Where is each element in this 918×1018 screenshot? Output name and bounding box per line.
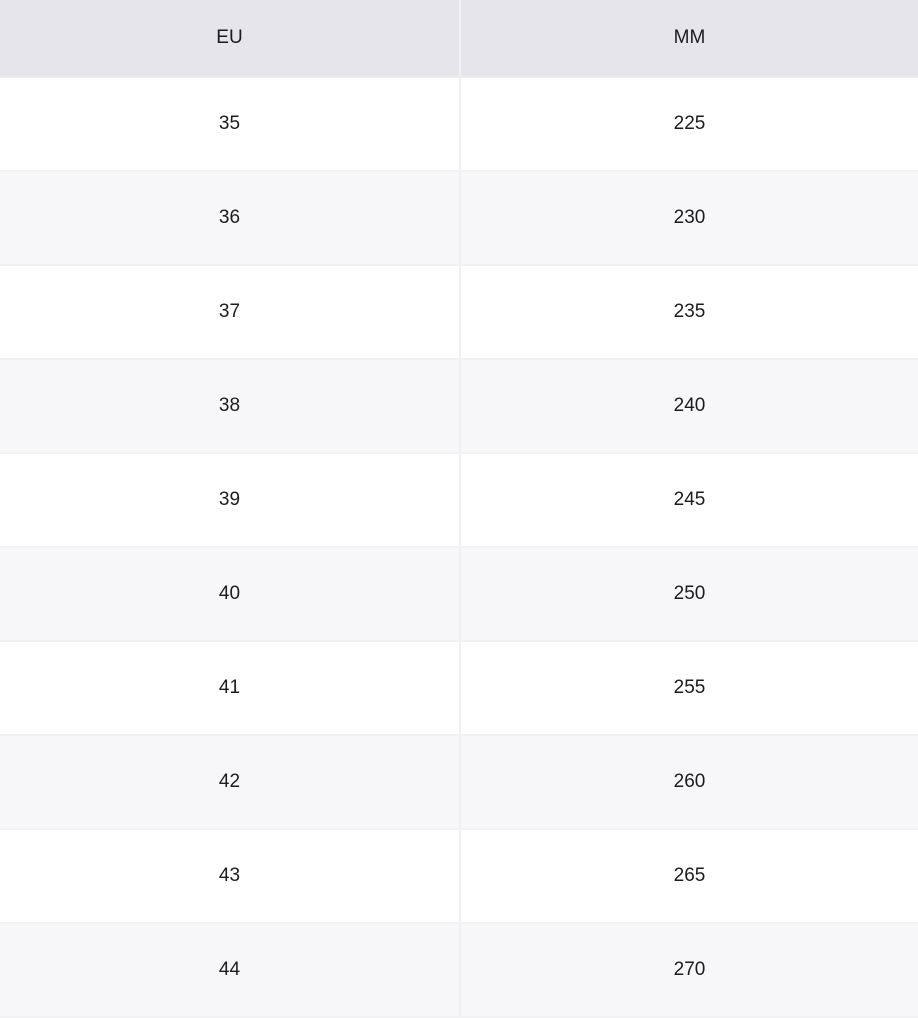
table-row: 40 250 [0,547,918,642]
cell-mm: 225 [460,77,918,172]
cell-mm: 270 [460,923,918,1018]
cell-mm: 260 [460,735,918,830]
cell-eu: 37 [0,265,461,360]
cell-mm: 230 [460,171,918,266]
table-row: 44 270 [0,923,918,1018]
cell-mm: 235 [460,265,918,360]
table-row: 42 260 [0,735,918,830]
cell-eu: 38 [0,359,461,454]
cell-eu: 43 [0,829,461,924]
table-row: 36 230 [0,171,918,266]
cell-eu: 40 [0,547,461,642]
cell-eu: 42 [0,735,461,830]
cell-mm: 265 [460,829,918,924]
table-row: 43 265 [0,829,918,924]
table-row: 41 255 [0,641,918,736]
table-row: 37 235 [0,265,918,360]
table-row: 39 245 [0,453,918,548]
cell-eu: 35 [0,77,461,172]
cell-eu: 44 [0,923,461,1018]
table-row: 35 225 [0,77,918,172]
cell-mm: 250 [460,547,918,642]
cell-mm: 240 [460,359,918,454]
cell-mm: 245 [460,453,918,548]
column-header-eu: EU [0,0,461,78]
cell-eu: 41 [0,641,461,736]
column-header-mm: MM [460,0,918,78]
table-header-row: EU MM [0,0,918,78]
cell-eu: 39 [0,453,461,548]
cell-eu: 36 [0,171,461,266]
cell-mm: 255 [460,641,918,736]
table-row: 38 240 [0,359,918,454]
